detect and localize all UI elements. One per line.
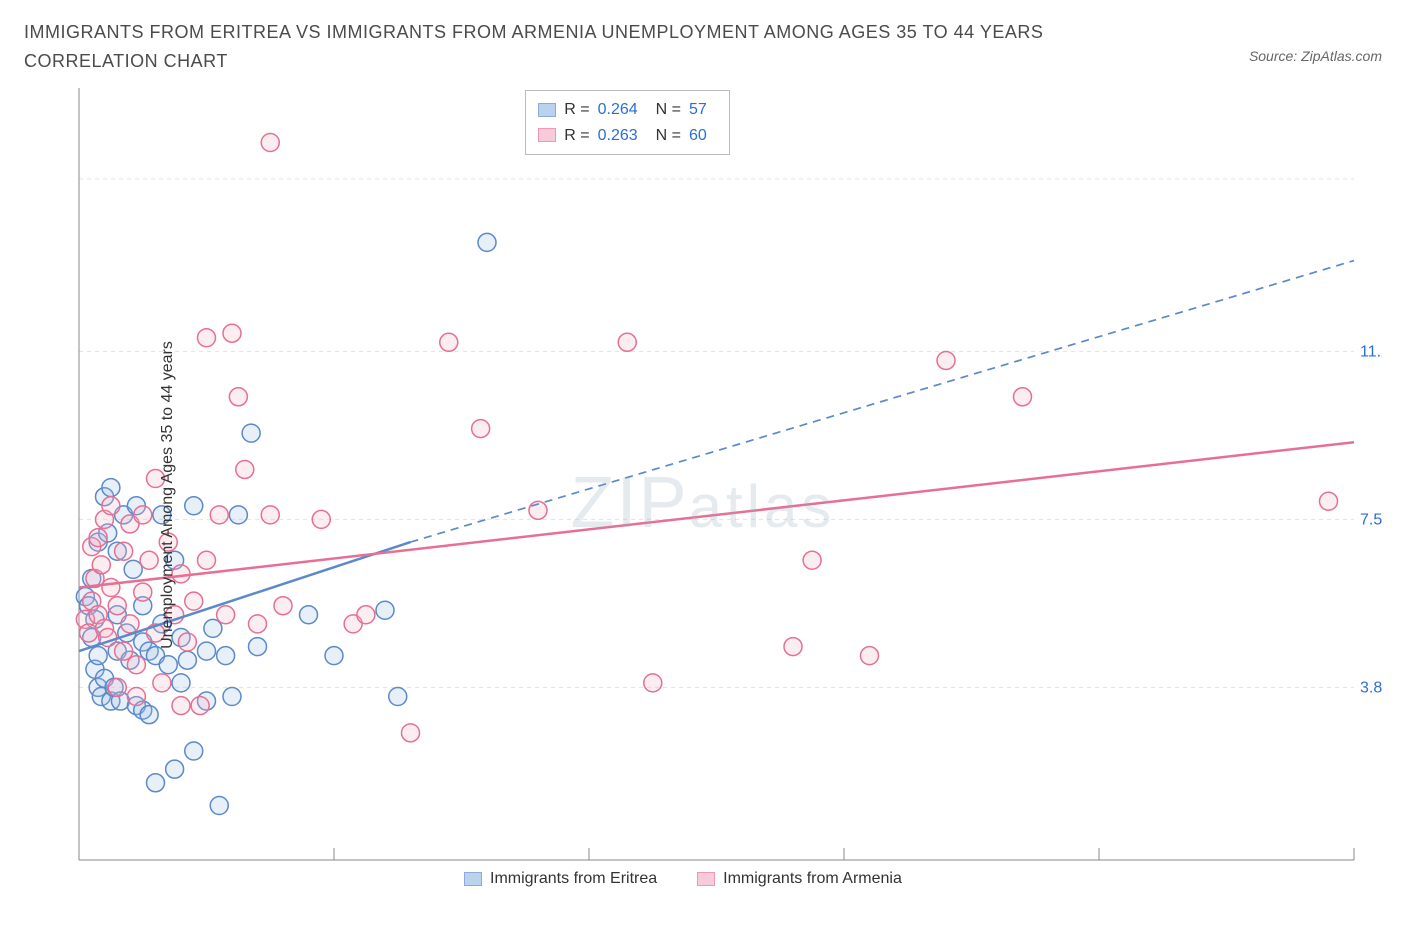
scatter-chart: 3.8% 7.5% 11.2% — [24, 80, 1382, 910]
series-swatch — [538, 128, 556, 142]
legend-item: Immigrants from Eritrea — [464, 870, 657, 888]
svg-text:7.5%: 7.5% — [1360, 511, 1382, 528]
legend-item: Immigrants from Armenia — [697, 870, 902, 888]
bottom-legend: Immigrants from Eritrea Immigrants from A… — [464, 870, 902, 888]
stat-r-value: 0.263 — [598, 123, 638, 149]
stats-row: R = 0.264 N = 57 — [538, 97, 717, 123]
stat-r-label: R = — [564, 123, 589, 149]
header: IMMIGRANTS FROM ERITREA VS IMMIGRANTS FR… — [0, 0, 1406, 76]
chart-title: IMMIGRANTS FROM ERITREA VS IMMIGRANTS FR… — [24, 18, 1124, 76]
stats-legend-box: R = 0.264 N = 57R = 0.263 N = 60 — [525, 90, 730, 155]
legend-label: Immigrants from Armenia — [723, 870, 902, 888]
legend-label: Immigrants from Eritrea — [490, 870, 657, 888]
stat-n-value: 57 — [689, 97, 707, 123]
stat-n-value: 60 — [689, 123, 707, 149]
stats-row: R = 0.263 N = 60 — [538, 123, 717, 149]
stat-r-label: R = — [564, 97, 589, 123]
source-label: Source: ZipAtlas.com — [1249, 48, 1382, 64]
series-swatch — [538, 103, 556, 117]
stat-n-label: N = — [656, 123, 681, 149]
svg-text:3.8%: 3.8% — [1360, 679, 1382, 696]
stat-r-value: 0.264 — [598, 97, 638, 123]
legend-swatch — [697, 872, 715, 886]
stat-n-label: N = — [656, 97, 681, 123]
title-block: IMMIGRANTS FROM ERITREA VS IMMIGRANTS FR… — [24, 18, 1124, 76]
legend-swatch — [464, 872, 482, 886]
y-axis-label: Unemployment Among Ages 35 to 44 years — [159, 341, 177, 649]
svg-text:11.2%: 11.2% — [1360, 343, 1382, 360]
chart-area: Unemployment Among Ages 35 to 44 years 3… — [24, 80, 1382, 910]
